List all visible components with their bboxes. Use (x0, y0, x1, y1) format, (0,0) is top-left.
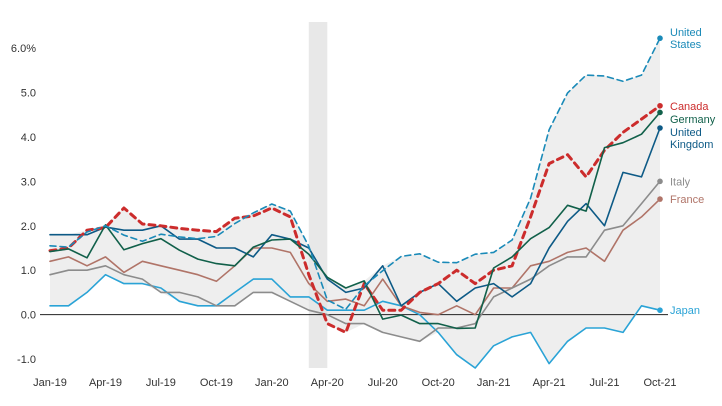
series-endpoint-france (657, 196, 663, 202)
series-line-united-kingdom (49, 127, 661, 307)
series-line-france (49, 198, 661, 316)
x-tick-label: Jul-21 (590, 377, 620, 389)
series-line-italy (49, 180, 661, 343)
x-tick-label: Oct-20 (422, 377, 455, 389)
y-tick-label: 4.0 (21, 132, 36, 144)
series-label-united-kingdom: United Kingdom (670, 127, 713, 151)
series-lines (48, 35, 663, 369)
series-line-canada (48, 104, 662, 334)
x-tick-label: Jan-20 (255, 377, 289, 389)
series-endpoint-italy (657, 178, 663, 185)
range-band-area (50, 38, 660, 368)
series-label-japan: Japan (670, 305, 700, 317)
series-endpoint-canada (657, 102, 663, 109)
x-tick-label: Apr-21 (533, 377, 566, 389)
range-band (50, 38, 660, 368)
x-tick-label: Jul-20 (368, 377, 398, 389)
y-tick-label: 1.0 (21, 265, 36, 277)
x-tick-label: Apr-19 (89, 377, 122, 389)
x-tick-label: Jan-21 (477, 377, 511, 389)
y-axis-ticks: -1.0 0.0 1.0 2.0 3.0 4.0 5.0 6.0% (11, 43, 36, 366)
series-label-canada: Canada (670, 101, 709, 113)
series-endpoint-germany (657, 109, 663, 116)
series-line-united-states (49, 37, 661, 311)
x-tick-label: Oct-19 (200, 377, 233, 389)
x-tick-label: Jul-19 (146, 377, 176, 389)
series-endpoint-united-states (657, 35, 663, 42)
y-tick-label: 5.0 (21, 87, 36, 99)
series-label-france: France (670, 194, 704, 206)
y-tick-label: -1.0 (17, 354, 36, 366)
series-line-germany (49, 111, 661, 330)
series-endpoint-united-kingdom (657, 125, 663, 131)
y-tick-label: 3.0 (21, 176, 36, 188)
y-tick-label: 6.0% (11, 43, 36, 55)
y-tick-label: 2.0 (21, 221, 36, 233)
series-label-united-states: United States (670, 27, 702, 51)
shaded-period (308, 22, 328, 368)
series-label-germany: Germany (670, 114, 716, 126)
x-tick-label: Jan-19 (33, 377, 67, 389)
x-tick-label: Oct-21 (643, 377, 676, 389)
x-tick-label: Apr-20 (311, 377, 344, 389)
x-axis-ticks: Jan-19 Apr-19 Jul-19 Oct-19 Jan-20 Apr-20 Jul-… (33, 377, 676, 389)
y-tick-label: 0.0 (21, 310, 36, 322)
series-endpoint-japan (657, 307, 663, 314)
shaded-period-rect (308, 22, 328, 368)
series-label-italy: Italy (670, 176, 691, 188)
